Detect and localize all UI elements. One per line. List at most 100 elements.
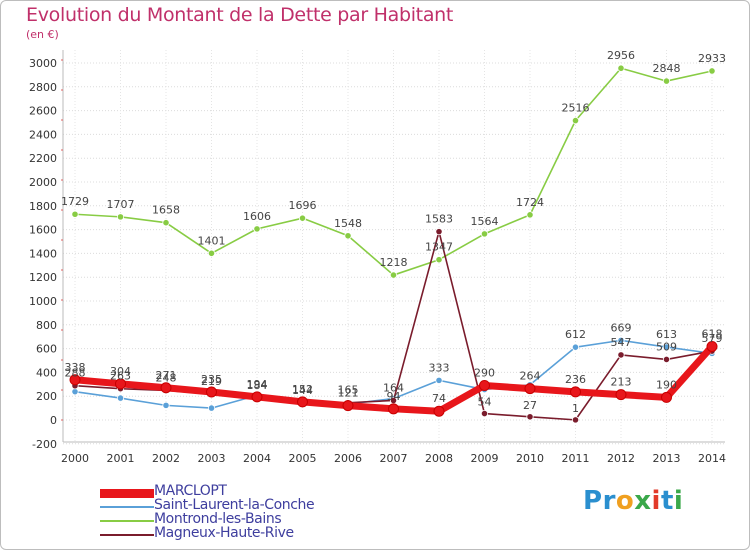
data-label: 618 xyxy=(702,327,723,340)
y-tick-label: 1800 xyxy=(29,200,57,213)
logo-letter: x xyxy=(634,486,652,516)
y-tick-label: 1000 xyxy=(29,295,57,308)
logo-letter: r xyxy=(602,486,616,516)
data-label: 1707 xyxy=(107,198,135,211)
proxiti-logo: Proxiti xyxy=(583,486,683,516)
data-label: 1218 xyxy=(380,256,408,269)
legend-label: Saint-Laurent-la-Conche xyxy=(154,497,315,513)
x-tick-label: 2005 xyxy=(289,452,317,465)
data-point xyxy=(571,343,580,351)
y-tick-label: 2200 xyxy=(29,152,57,165)
y-tick-label: 1200 xyxy=(29,271,57,284)
chart-subtitle: (en €) xyxy=(26,28,59,41)
y-tick-label: 400 xyxy=(36,366,57,379)
legend-swatch xyxy=(100,506,154,508)
data-label: 1564 xyxy=(471,215,499,228)
data-label: 1347 xyxy=(425,241,453,254)
data-label: 1548 xyxy=(334,217,362,230)
data-point xyxy=(570,386,581,398)
data-label: 579 xyxy=(702,332,723,345)
data-point xyxy=(615,389,627,401)
x-tick-label: 2012 xyxy=(607,452,635,465)
legend-swatch xyxy=(100,520,154,522)
data-point xyxy=(115,378,126,390)
data-label: 235 xyxy=(201,373,222,386)
y-tick-label: 2800 xyxy=(29,81,57,94)
data-label: 304 xyxy=(110,365,131,378)
y-tick-label: 1400 xyxy=(29,247,57,260)
data-point xyxy=(71,210,79,218)
data-label: 264 xyxy=(520,370,541,383)
data-label: 121 xyxy=(338,387,359,400)
data-label: 2848 xyxy=(653,62,681,75)
data-point xyxy=(661,391,672,403)
data-point xyxy=(116,213,125,221)
data-label: 194 xyxy=(247,378,268,391)
data-label: 1696 xyxy=(289,199,317,212)
y-tick-label: 0 xyxy=(50,414,57,427)
data-point xyxy=(162,401,170,409)
data-point xyxy=(206,386,217,398)
x-tick-label: 2004 xyxy=(243,452,271,465)
data-label: 164 xyxy=(383,381,404,394)
data-point xyxy=(207,404,216,412)
data-label: 1724 xyxy=(516,196,544,209)
data-label: 248 xyxy=(156,371,177,384)
data-label: 2956 xyxy=(607,49,635,62)
data-point xyxy=(435,376,443,384)
x-tick-label: 2011 xyxy=(562,452,590,465)
data-label: 1583 xyxy=(425,213,453,226)
data-label: 54 xyxy=(478,396,492,409)
data-point xyxy=(479,379,490,391)
data-label: 669 xyxy=(611,321,632,334)
logo-letter: i xyxy=(651,486,661,516)
data-point xyxy=(435,228,443,236)
data-point xyxy=(617,351,625,359)
data-point xyxy=(251,391,263,403)
data-label: 263 xyxy=(110,370,131,383)
data-label: 27 xyxy=(523,399,537,412)
x-tick-label: 2003 xyxy=(198,452,226,465)
data-label: 94 xyxy=(387,390,401,403)
data-point xyxy=(71,388,79,396)
legend-label: MARCLOPT xyxy=(154,483,227,499)
data-point xyxy=(69,374,81,386)
data-label: 236 xyxy=(565,373,586,386)
data-label: 152 xyxy=(292,383,313,396)
y-tick-label: 2000 xyxy=(29,176,57,189)
data-point xyxy=(116,394,125,402)
data-label: 2516 xyxy=(562,102,590,115)
data-point xyxy=(662,343,671,351)
data-label: 1 xyxy=(572,402,579,415)
data-label: 1729 xyxy=(61,195,89,208)
data-point xyxy=(342,400,354,412)
data-point xyxy=(344,232,352,240)
x-tick-label: 2010 xyxy=(516,452,544,465)
data-label: 1401 xyxy=(198,234,226,247)
data-point xyxy=(571,116,580,125)
legend-swatch xyxy=(100,488,154,498)
data-point xyxy=(617,336,625,344)
data-label: 1658 xyxy=(152,204,180,217)
data-point xyxy=(526,211,534,219)
data-label: 74 xyxy=(432,392,446,405)
data-point xyxy=(433,405,445,417)
x-tick-label: 2000 xyxy=(61,452,89,465)
x-tick-label: 2001 xyxy=(107,452,135,465)
data-point xyxy=(207,249,216,257)
data-point xyxy=(298,214,307,222)
data-point xyxy=(617,64,625,72)
data-label: 612 xyxy=(565,328,586,341)
data-label: 2933 xyxy=(698,52,726,65)
data-point xyxy=(388,403,399,415)
x-tick-label: 2002 xyxy=(152,452,180,465)
data-label: 613 xyxy=(656,328,677,341)
data-point xyxy=(708,67,716,75)
y-tick-label: 200 xyxy=(36,390,57,403)
data-point xyxy=(662,77,671,85)
data-label: 219 xyxy=(201,375,222,388)
data-label: 1606 xyxy=(243,210,271,223)
data-label: 213 xyxy=(611,376,632,389)
y-tick-label: 2600 xyxy=(29,105,57,118)
